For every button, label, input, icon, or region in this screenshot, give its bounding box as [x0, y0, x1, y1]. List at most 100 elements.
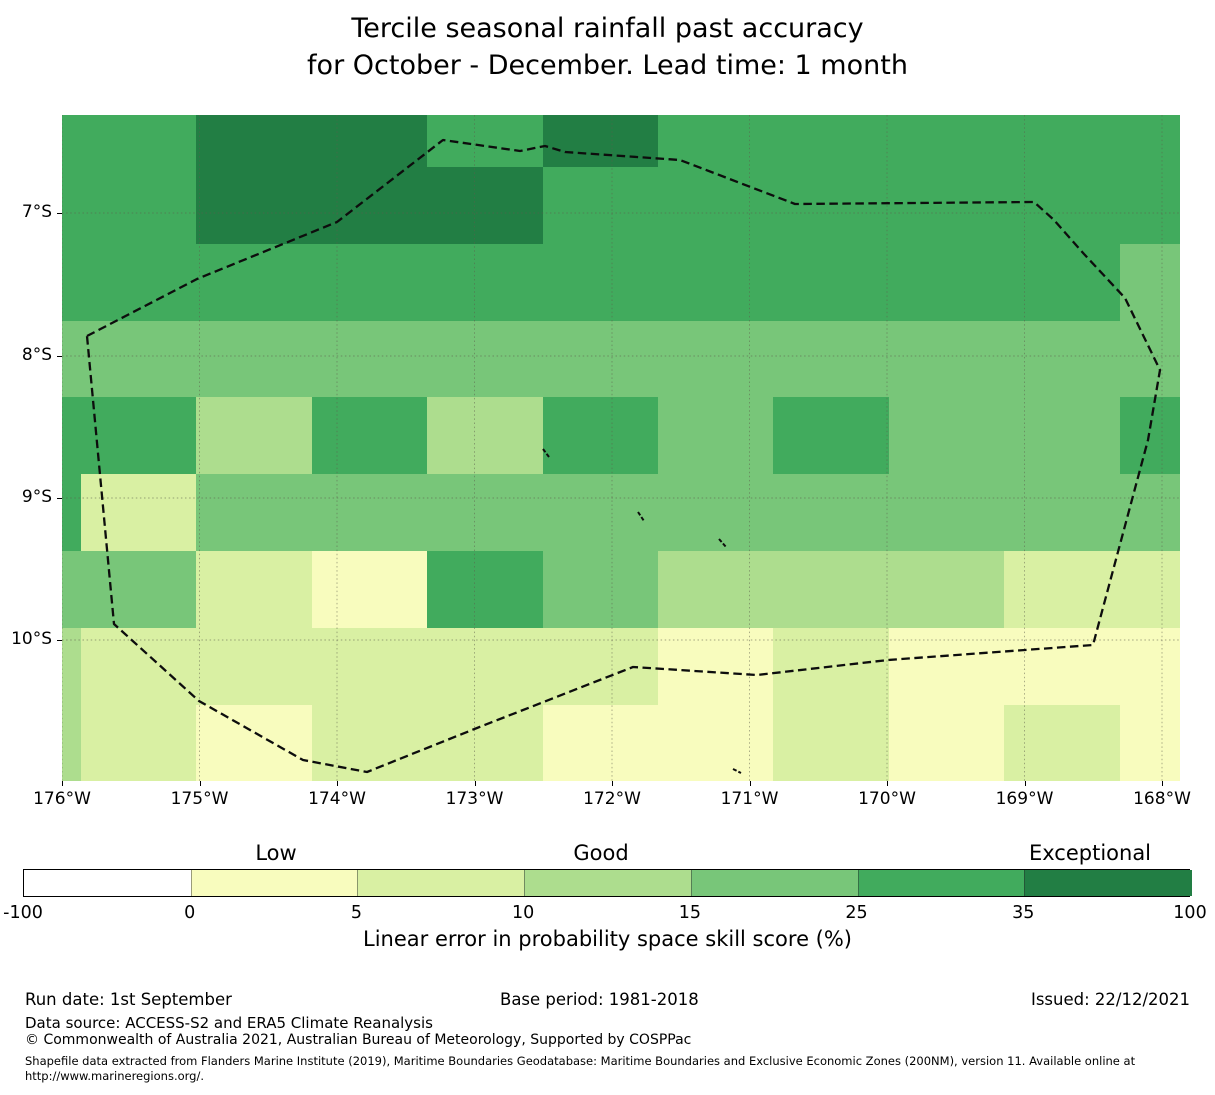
shapefile-note: Shapefile data extracted from Flanders M…: [25, 1054, 1135, 1084]
x-axis-tick-label: 175°W: [170, 789, 229, 809]
colorbar-category-label-good: Good: [573, 841, 629, 865]
map-cell: [1004, 167, 1121, 245]
map-cell: [1004, 627, 1121, 706]
map-cell: [888, 551, 1005, 629]
map-cell: [311, 551, 428, 629]
x-axis-tick-label: 172°W: [583, 789, 641, 809]
map-cell: [311, 704, 428, 781]
map-cell: [81, 704, 197, 781]
map-cell: [311, 397, 428, 475]
colorbar-segment: [24, 870, 192, 896]
map-cell: [81, 397, 197, 475]
chart-title-line1: Tercile seasonal rainfall past accuracy: [351, 13, 864, 44]
colorbar-tick-label: 0: [184, 903, 196, 923]
map-cell: [311, 320, 428, 398]
map-cell: [81, 320, 197, 398]
colorbar-segment: [357, 870, 526, 896]
map-cell: [62, 167, 82, 245]
map-cell: [658, 115, 774, 168]
map-cell: [658, 397, 774, 475]
map-cell: [773, 474, 890, 552]
colorbar: [23, 869, 1193, 897]
colorbar-segment: [1024, 870, 1193, 896]
map-cell: [81, 115, 197, 168]
map-cell: [888, 474, 1005, 552]
map-cell: [888, 627, 1005, 706]
map-cell: [1119, 167, 1180, 245]
map-cell: [427, 115, 544, 168]
map-cell: [1004, 397, 1121, 475]
map-cell: [196, 115, 313, 168]
map-cell: [196, 167, 313, 245]
map-cell: [542, 704, 659, 781]
colorbar-tick-label: -100: [3, 903, 43, 923]
map-cell: [196, 627, 313, 706]
map-cell: [81, 167, 197, 245]
map-cell: [773, 167, 890, 245]
map-cell: [888, 243, 1005, 322]
map-cell: [311, 627, 428, 706]
x-axis-tickmark: [62, 781, 63, 786]
map-cell: [196, 474, 313, 552]
map-cell: [773, 551, 890, 629]
island-outline-mark: [718, 538, 727, 548]
map-cell: [888, 167, 1005, 245]
map-cell: [773, 243, 890, 322]
map-cell: [1004, 243, 1121, 322]
base-period-text: Base period: 1981-2018: [500, 990, 699, 1009]
map-cell: [658, 320, 774, 398]
map-cell: [81, 474, 197, 552]
map-cell: [62, 243, 82, 322]
map-cell: [1004, 704, 1121, 781]
map-cell: [196, 551, 313, 629]
map-cell: [888, 320, 1005, 398]
colorbar-tick-label: 10: [512, 903, 535, 923]
x-axis-tick-label: 171°W: [720, 789, 779, 809]
map-cell: [427, 704, 544, 781]
map-cell: [427, 243, 544, 322]
x-axis-tickmark: [199, 781, 201, 786]
y-axis-tickmark: [57, 498, 62, 499]
colorbar-segment: [190, 870, 359, 896]
map-cell: [311, 167, 428, 245]
map-cell: [542, 627, 659, 706]
map-cell: [1004, 320, 1121, 398]
map-cell: [62, 704, 82, 781]
data-source-text: Data source: ACCESS-S2 and ERA5 Climate …: [25, 1014, 433, 1032]
map-cell: [658, 243, 774, 322]
map-cell: [658, 627, 774, 706]
map-cell: [81, 627, 197, 706]
y-axis-tickmark: [57, 640, 62, 641]
map-cell: [1004, 115, 1121, 168]
map-cell: [542, 397, 659, 475]
colorbar-tick-label: 15: [678, 903, 701, 923]
map-cell: [62, 397, 82, 475]
x-axis-tickmark: [612, 781, 613, 786]
map-cell: [1119, 627, 1180, 706]
y-axis-tick-label: 9°S: [21, 487, 52, 507]
map-cell: [888, 397, 1005, 475]
y-axis-tick-label: 10°S: [11, 629, 52, 649]
map-cell: [542, 551, 659, 629]
map-cell: [658, 704, 774, 781]
island-outline-mark: [637, 511, 645, 522]
map-cell: [62, 551, 82, 629]
x-axis-tick-label: 170°W: [858, 789, 916, 809]
copyright-text: © Commonwealth of Australia 2021, Austra…: [25, 1032, 692, 1048]
shapefile-note-line1: Shapefile data extracted from Flanders M…: [25, 1054, 1136, 1068]
colorbar-category-label-exceptional: Exceptional: [1028, 841, 1152, 865]
map-cell: [62, 115, 82, 168]
x-axis-tickmark: [1162, 781, 1163, 786]
x-axis-tickmark: [337, 781, 338, 786]
x-axis-tickmark: [1024, 781, 1026, 786]
y-axis-tick-label: 7°S: [21, 202, 52, 222]
x-axis-tickmark: [474, 781, 476, 786]
map-cell: [427, 320, 544, 398]
map-cell: [773, 397, 890, 475]
map-cell: [1119, 551, 1180, 629]
colorbar-tick-label: 35: [1012, 903, 1035, 923]
map-cell: [1119, 320, 1180, 398]
map-cell: [542, 115, 659, 168]
x-axis-tickmark: [887, 781, 888, 786]
